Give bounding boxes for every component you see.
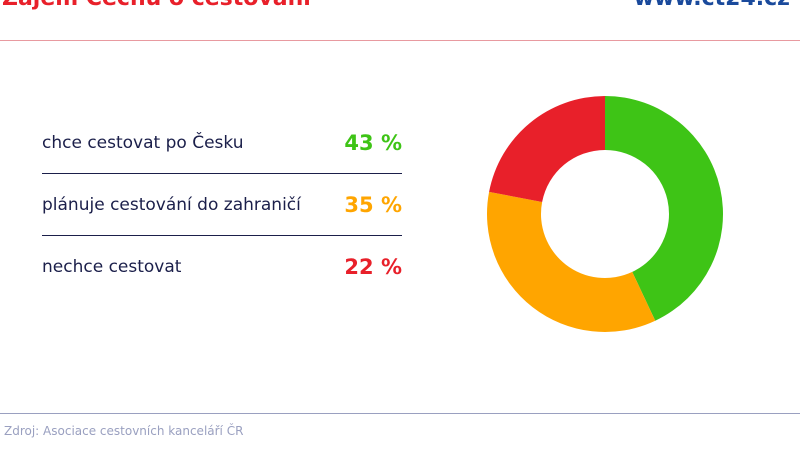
donut-slice xyxy=(605,96,723,321)
donut-slice xyxy=(489,96,605,203)
legend-value: 22 % xyxy=(344,254,402,279)
footer-divider xyxy=(0,413,800,414)
legend: chce cestovat po Česku 43 % plánuje cest… xyxy=(42,112,402,297)
legend-item: chce cestovat po Česku 43 % xyxy=(42,112,402,174)
legend-value: 43 % xyxy=(344,130,402,155)
chart-title: Zájem Čechů o cestování xyxy=(2,0,311,11)
donut-chart xyxy=(487,96,723,332)
legend-label: nechce cestovat xyxy=(42,256,182,277)
brand-logo[interactable]: www.ct24.cz xyxy=(634,0,790,11)
legend-label: plánuje cestování do zahraničí xyxy=(42,194,301,215)
header-divider xyxy=(0,40,800,41)
legend-label: chce cestovat po Česku xyxy=(42,132,244,153)
legend-value: 35 % xyxy=(344,192,402,217)
donut-slice xyxy=(487,191,656,332)
source-note: Zdroj: Asociace cestovních kanceláří ČR xyxy=(4,424,244,438)
legend-item: nechce cestovat 22 % xyxy=(42,236,402,297)
legend-item: plánuje cestování do zahraničí 35 % xyxy=(42,174,402,236)
